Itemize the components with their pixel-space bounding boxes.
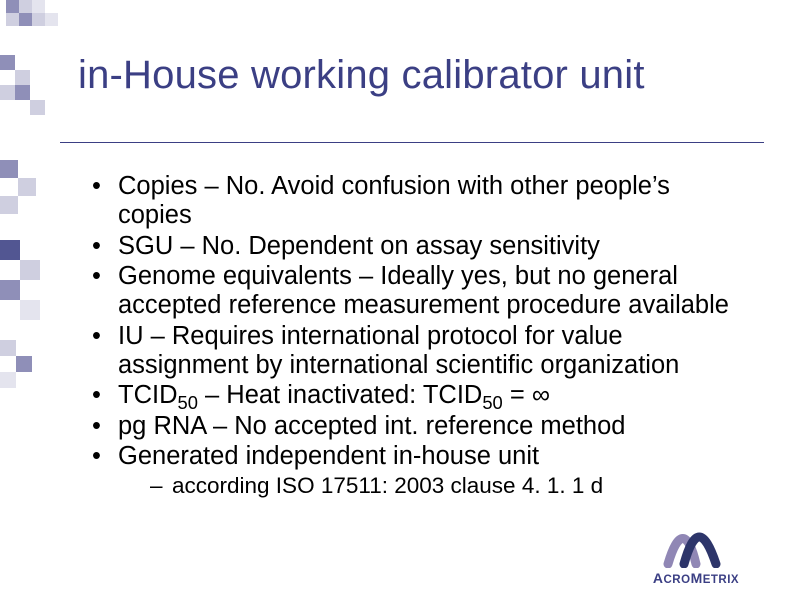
sub-bullet-item: according ISO 17511: 2003 clause 4. 1. 1…: [150, 473, 744, 499]
sub-bullet-list: according ISO 17511: 2003 clause 4. 1. 1…: [118, 473, 744, 499]
bullet-text: IU – Requires international protocol for…: [118, 322, 679, 379]
decor-square: [6, 13, 19, 26]
bullet-text: Genome equivalents – Ideally yes, but no…: [118, 262, 729, 319]
decor-square: [32, 0, 45, 13]
bullet-text: Copies – No. Avoid confusion with other …: [118, 172, 670, 229]
logo: ACROMETRIX: [636, 520, 756, 586]
decor-square: [20, 260, 40, 280]
decor-square: [19, 13, 32, 26]
bullet-item: TCID50 – Heat inactivated: TCID50 = ∞: [90, 381, 744, 410]
decor-square: [0, 340, 16, 356]
bullet-text: SGU – No. Dependent on assay sensitivity: [118, 232, 600, 260]
decor-square: [0, 372, 16, 388]
decor-square: [20, 300, 40, 320]
bullet-item: IU – Requires international protocol for…: [90, 322, 744, 381]
logo-text: ACROMETRIX: [636, 570, 756, 586]
decor-square: [0, 240, 20, 260]
decor-square: [16, 356, 32, 372]
decor-square: [0, 160, 18, 178]
bullet-text: Generated independent in-house unit: [118, 442, 539, 470]
slide-title: in-House working calibrator unit: [78, 53, 752, 98]
bullet-item: pg RNA – No accepted int. reference meth…: [90, 412, 744, 441]
decor-square: [45, 13, 58, 26]
bullet-item: Generated independent in-house unit accor…: [90, 442, 744, 499]
slide: in-House working calibrator unit Copies …: [0, 0, 792, 612]
decor-square: [6, 0, 19, 13]
logo-mark-icon: [658, 520, 728, 568]
decor-square: [0, 196, 18, 214]
decor-square: [18, 178, 36, 196]
slide-body: Copies – No. Avoid confusion with other …: [90, 172, 744, 500]
title-underline: [60, 142, 764, 143]
decor-square: [19, 0, 32, 13]
decor-square: [15, 85, 30, 100]
bullet-item: SGU – No. Dependent on assay sensitivity: [90, 232, 744, 261]
decor-square: [30, 100, 45, 115]
decor-square: [0, 55, 15, 70]
bullet-text: pg RNA – No accepted int. reference meth…: [118, 412, 625, 440]
bullet-text: TCID50 – Heat inactivated: TCID50 = ∞: [118, 381, 550, 409]
decor-square: [0, 280, 20, 300]
decor-square: [15, 70, 30, 85]
bullet-item: Copies – No. Avoid confusion with other …: [90, 172, 744, 231]
bullet-list: Copies – No. Avoid confusion with other …: [90, 172, 744, 499]
decor-square: [32, 13, 45, 26]
bullet-item: Genome equivalents – Ideally yes, but no…: [90, 262, 744, 321]
decor-square: [0, 85, 15, 100]
